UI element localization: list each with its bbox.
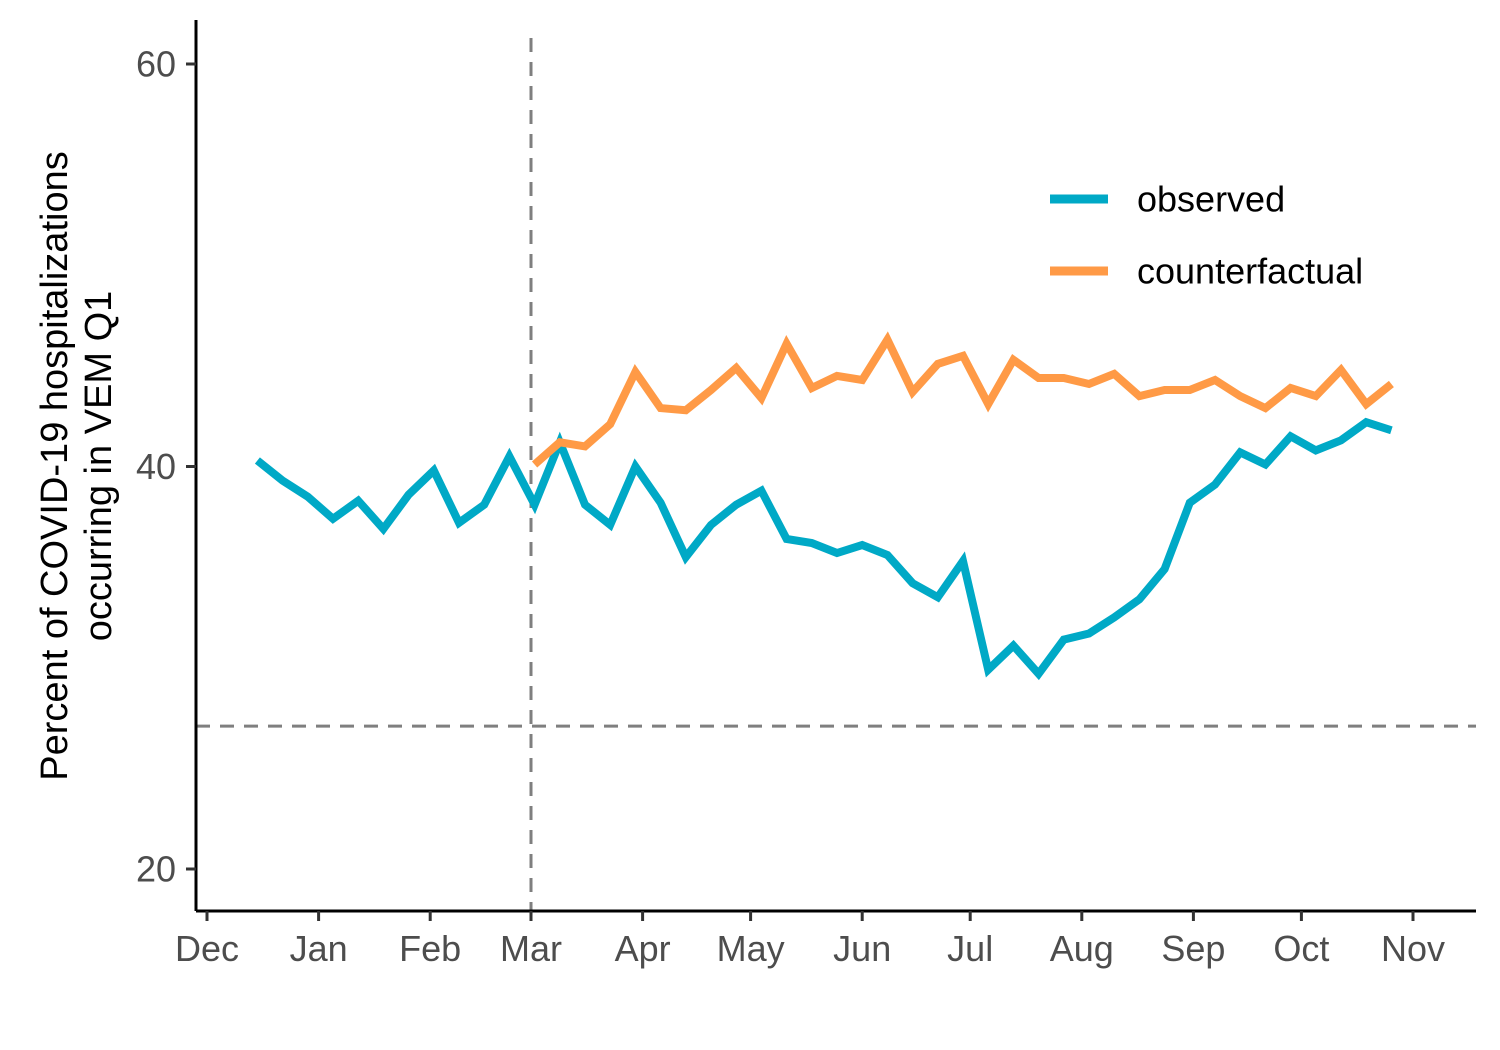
legend: observed counterfactual [1050,179,1363,292]
x-tick-label: Mar [500,928,562,969]
series-line-observed [254,417,1393,681]
x-tick-label: Oct [1273,928,1329,969]
x-axis-ticks: Dec Jan Feb Mar Apr May Jun Jul Aug Sep Oct Nov [175,911,1445,969]
y-axis-ticks: 20 40 60 [136,44,196,890]
x-tick-label: May [717,928,785,969]
x-tick-label: Feb [399,928,461,969]
x-tick-label: Jul [947,928,993,969]
reference-lines [196,38,1476,911]
y-tick-label: 40 [136,446,176,487]
x-tick-label: Nov [1381,928,1445,969]
y-tick-label: 60 [136,44,176,85]
x-tick-label: Dec [175,928,239,969]
y-tick-label: 20 [136,849,176,890]
x-tick-label: Aug [1050,928,1114,969]
legend-label-counterfactual: counterfactual [1137,251,1363,292]
x-tick-label: Jun [833,928,891,969]
x-tick-label: Sep [1161,928,1225,969]
series-line-counterfactual [531,331,1394,468]
series-layer [254,331,1394,681]
x-tick-label: Apr [615,928,671,969]
y-axis-title-line-2: occurring in VEM Q1 [78,291,120,642]
y-axis-title-line-1: Percent of COVID-19 hospitalizations [34,151,76,780]
y-axis-title: Percent of COVID-19 hospitalizations occ… [34,151,120,780]
x-tick-label: Jan [290,928,348,969]
axes [194,20,1476,913]
legend-label-observed: observed [1137,179,1285,220]
